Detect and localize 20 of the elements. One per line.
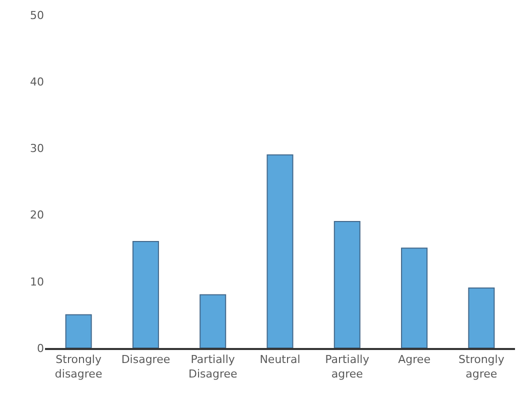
x-tick-label: Strongly agree bbox=[458, 352, 505, 380]
y-tick-label: 10 bbox=[30, 275, 44, 288]
x-tick-label: Neutral bbox=[260, 352, 300, 366]
bar bbox=[266, 154, 294, 348]
x-tick-label: Disagree bbox=[121, 352, 170, 366]
bar bbox=[65, 314, 92, 348]
y-tick-label: 0 bbox=[37, 342, 44, 355]
x-tick-label: Strongly disagree bbox=[54, 352, 102, 380]
y-tick-label: 30 bbox=[30, 142, 44, 156]
bar bbox=[132, 240, 159, 348]
bar bbox=[468, 288, 495, 348]
x-tick-label: Partially agree bbox=[325, 352, 370, 380]
x-tick-label: Agree bbox=[398, 352, 431, 366]
x-tick-label: Partially Disagree bbox=[188, 352, 238, 380]
bar bbox=[200, 294, 226, 348]
bar bbox=[334, 220, 360, 348]
y-tick-label: 50 bbox=[30, 8, 44, 22]
y-tick-label: 20 bbox=[30, 208, 44, 222]
y-tick-label: 40 bbox=[30, 75, 44, 88]
bar bbox=[401, 248, 428, 348]
